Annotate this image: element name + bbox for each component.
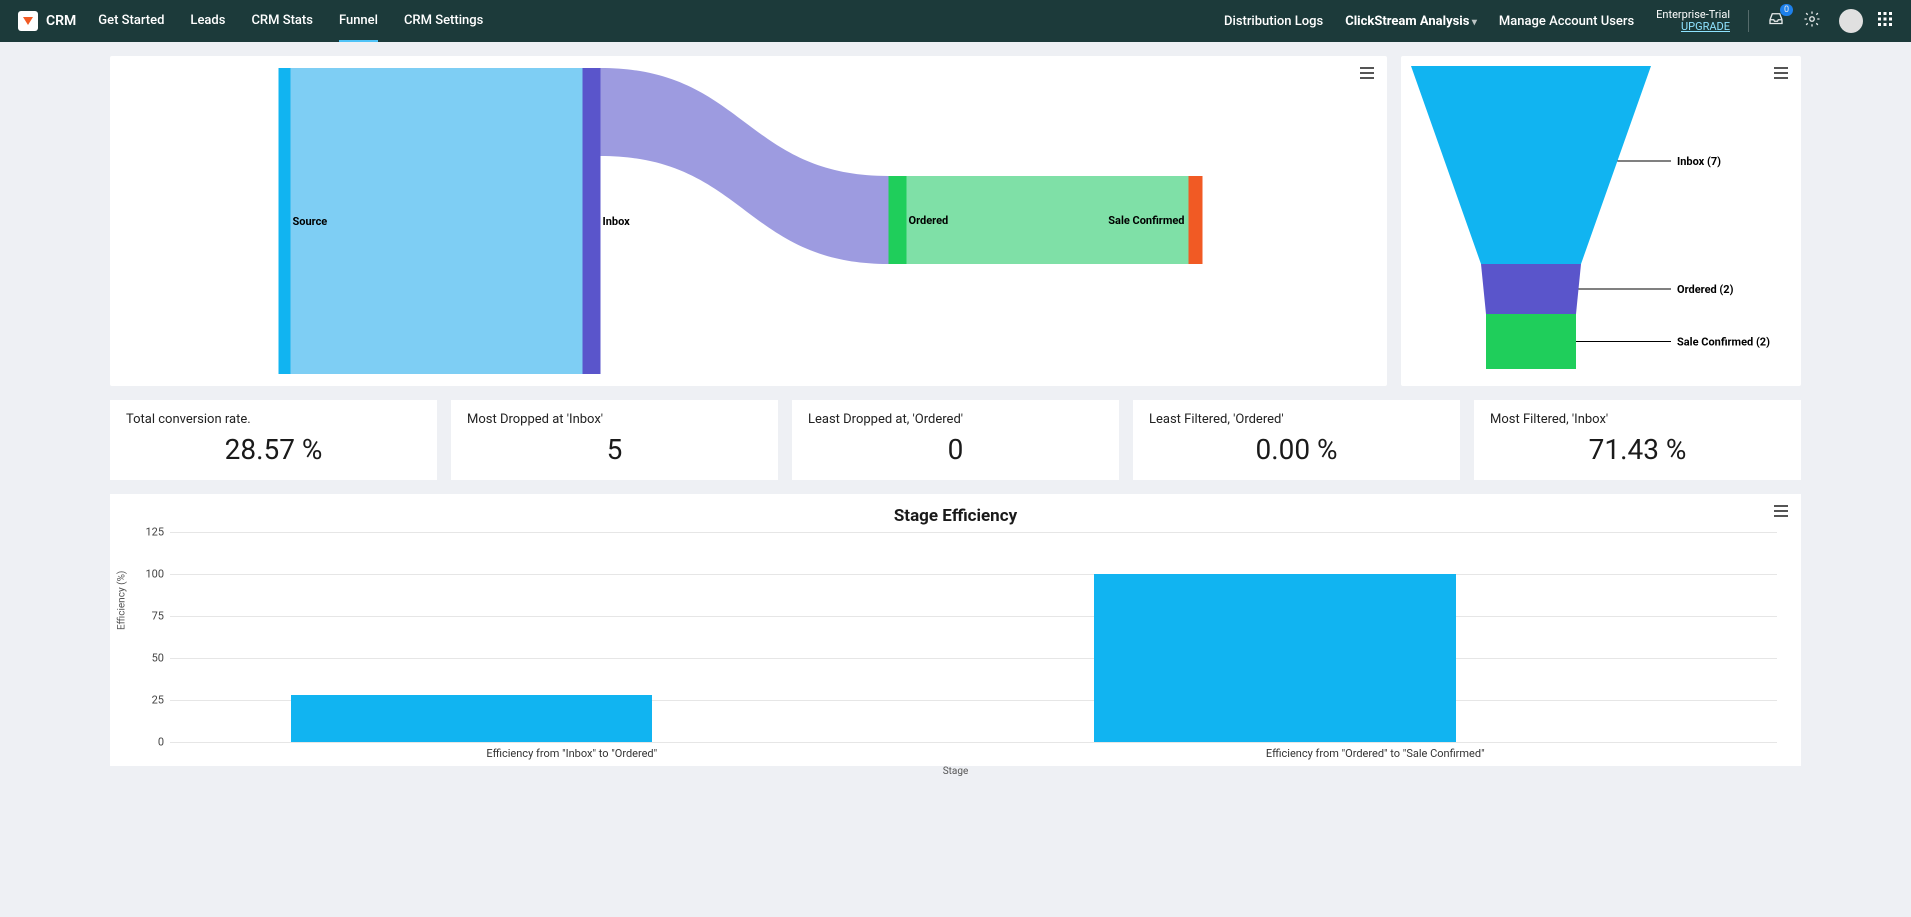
- stat-label: Least Dropped at, 'Ordered': [808, 412, 1103, 427]
- upgrade-link[interactable]: UPGRADE: [1656, 21, 1730, 33]
- settings-icon[interactable]: [1803, 10, 1821, 32]
- stat-card-4: Most Filtered, 'Inbox' 71.43 %: [1474, 400, 1801, 480]
- sankey-node-source[interactable]: [279, 68, 291, 374]
- funnel-card: Inbox (7) Ordered (2) Sale Confirmed (2): [1401, 56, 1801, 386]
- brand-label: CRM: [46, 13, 76, 29]
- funnel-label-1: Ordered (2): [1677, 283, 1734, 296]
- stat-card-2: Least Dropped at, 'Ordered' 0: [792, 400, 1119, 480]
- bar-ytick: 0: [140, 736, 164, 749]
- funnel-label-2: Sale Confirmed (2): [1677, 336, 1770, 349]
- stats-row: Total conversion rate. 28.57 % Most Droppe…: [110, 400, 1801, 480]
- bar-xtick: Efficiency from "Inbox" to "Ordered": [170, 747, 974, 760]
- stat-card-0: Total conversion rate. 28.57 %: [110, 400, 437, 480]
- funnel-segment-1[interactable]: [1481, 264, 1581, 314]
- stat-label: Least Filtered, 'Ordered': [1149, 412, 1444, 427]
- bar-xtick: Efficiency from "Ordered" to "Sale Confi…: [974, 747, 1778, 760]
- bar-ytick: 25: [140, 694, 164, 707]
- nav-leads[interactable]: Leads: [190, 1, 225, 42]
- bar-chart-card: Stage Efficiency Efficiency (%) 02550751…: [110, 494, 1801, 766]
- separator: [1748, 10, 1749, 32]
- funnel-segment-2[interactable]: [1486, 314, 1576, 369]
- sankey-node-sale[interactable]: [1189, 176, 1203, 264]
- bar-1[interactable]: [1094, 574, 1456, 742]
- stat-label: Total conversion rate.: [126, 412, 421, 427]
- nav-distribution-logs[interactable]: Distribution Logs: [1224, 14, 1323, 29]
- avatar[interactable]: [1839, 9, 1863, 33]
- stat-card-1: Most Dropped at 'Inbox' 5: [451, 400, 778, 480]
- bar-ytick: 125: [140, 526, 164, 539]
- stat-value: 28.57 %: [126, 433, 421, 466]
- sankey-label-sale: Sale Confirmed: [1108, 214, 1184, 227]
- sankey-label-ordered: Ordered: [909, 214, 949, 227]
- nav-crm-stats[interactable]: CRM Stats: [251, 1, 313, 42]
- sankey-node-ordered[interactable]: [889, 176, 907, 264]
- nav-manage-account-users[interactable]: Manage Account Users: [1499, 14, 1634, 29]
- nav-clickstream-analysis[interactable]: ClickStream Analysis: [1345, 14, 1477, 29]
- funnel-menu-icon[interactable]: [1773, 66, 1789, 80]
- stat-value: 0.00 %: [1149, 433, 1444, 466]
- sankey-node-inbox[interactable]: [583, 68, 601, 374]
- bar-slot-1: Efficiency from "Ordered" to "Sale Confi…: [974, 532, 1778, 742]
- sankey-menu-icon[interactable]: [1359, 66, 1375, 80]
- sankey-card: Source Inbox Ordered Sale Confirmed: [110, 56, 1387, 386]
- bar-chart-title: Stage Efficiency: [122, 506, 1789, 526]
- inbox-badge: 0: [1780, 4, 1793, 16]
- sankey-label-source: Source: [293, 215, 328, 228]
- inbox-icon[interactable]: 0: [1767, 10, 1785, 32]
- funnel-label-0: Inbox (7): [1677, 155, 1721, 168]
- bar-menu-icon[interactable]: [1773, 504, 1789, 518]
- topbar: CRM Get Started Leads CRM Stats Funnel CRM S…: [0, 0, 1911, 42]
- bar-0[interactable]: [291, 695, 653, 742]
- stat-card-3: Least Filtered, 'Ordered' 0.00 %: [1133, 400, 1460, 480]
- stat-value: 71.43 %: [1490, 433, 1785, 466]
- funnel-chart: Inbox (7) Ordered (2) Sale Confirmed (2): [1401, 56, 1801, 386]
- stat-value: 0: [808, 433, 1103, 466]
- sankey-flow-source-inbox: [291, 68, 583, 374]
- apps-icon[interactable]: [1877, 11, 1893, 31]
- stat-value: 5: [467, 433, 762, 466]
- sankey-label-inbox: Inbox: [603, 215, 631, 228]
- bar-ytick: 100: [140, 568, 164, 581]
- app-logo: [18, 11, 38, 31]
- nav-crm-settings[interactable]: CRM Settings: [404, 1, 483, 42]
- trial-block: Enterprise-Trial UPGRADE: [1656, 9, 1730, 33]
- bar-chart-ylabel: Efficiency (%): [117, 571, 128, 630]
- sankey-flow-inbox-ordered: [601, 68, 889, 264]
- funnel-segment-0[interactable]: [1411, 66, 1651, 264]
- sankey-chart: Source Inbox Ordered Sale Confirmed: [110, 56, 1387, 386]
- stat-label: Most Dropped at 'Inbox': [467, 412, 762, 427]
- bar-slot-0: Efficiency from "Inbox" to "Ordered": [170, 532, 974, 742]
- nav-get-started[interactable]: Get Started: [98, 1, 164, 42]
- stat-label: Most Filtered, 'Inbox': [1490, 412, 1785, 427]
- nav-funnel[interactable]: Funnel: [339, 1, 378, 42]
- page-body: Source Inbox Ordered Sale Confirmed Inbox (…: [0, 42, 1911, 784]
- bar-chart-xlabel: Stage: [122, 766, 1789, 777]
- bar-ytick: 75: [140, 610, 164, 623]
- bar-ytick: 50: [140, 652, 164, 665]
- bar-chart-area: 0255075100125 Efficiency from "Inbox" to…: [170, 532, 1777, 742]
